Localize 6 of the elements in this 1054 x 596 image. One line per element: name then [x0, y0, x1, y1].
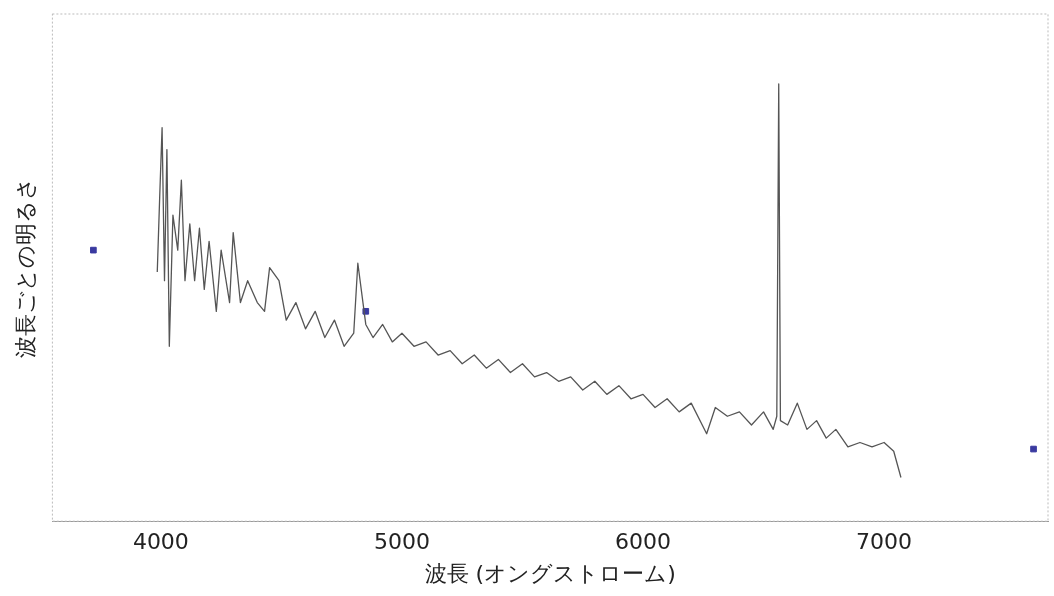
x-tick-label: 5000 [373, 529, 430, 555]
y-axis-title: 波長ごとの明るさ [12, 177, 38, 359]
x-axis-title: 波長 (オングストローム) [424, 560, 676, 586]
x-tick-label: 7000 [856, 529, 913, 555]
x-tick-label: 4000 [132, 529, 189, 555]
x-tick-label: 6000 [615, 529, 672, 555]
